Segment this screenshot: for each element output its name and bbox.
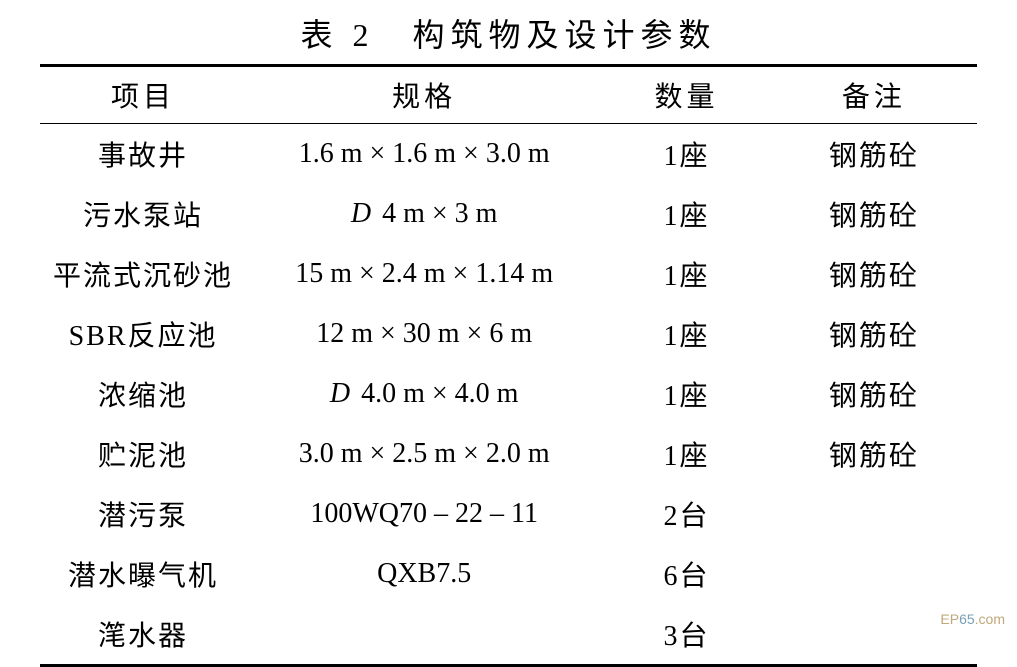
cell-spec: 1.6 m × 1.6 m × 3.0 m <box>246 124 602 185</box>
cell-qty: 1座 <box>602 124 771 185</box>
cell-qty: 1座 <box>602 424 771 484</box>
col-header-qty: 数量 <box>602 66 771 124</box>
table-header-row: 项目 规格 数量 备注 <box>40 66 977 124</box>
cell-qty: 6台 <box>602 544 771 604</box>
cell-item: SBR反应池 <box>40 304 246 364</box>
cell-spec: 3.0 m × 2.5 m × 2.0 m <box>246 424 602 484</box>
cell-note: 钢筋砼 <box>771 424 977 484</box>
col-header-spec: 规格 <box>246 66 602 124</box>
table-row: 事故井 1.6 m × 1.6 m × 3.0 m 1座钢筋砼 <box>40 124 977 185</box>
cell-item: 潜污泵 <box>40 484 246 544</box>
cell-note <box>771 544 977 604</box>
table-row: 贮泥池 3.0 m × 2.5 m × 2.0 m 1座钢筋砼 <box>40 424 977 484</box>
table-body: 事故井1.6 m × 1.6 m × 3.0 m1座钢筋砼污水泵站D 4 m ×… <box>40 124 977 666</box>
watermark-part-3: .com <box>975 611 1005 627</box>
cell-qty: 1座 <box>602 244 771 304</box>
spec-text: 12 m × 30 m × 6 m <box>316 318 532 349</box>
cell-qty: 1座 <box>602 364 771 424</box>
diameter-symbol: D <box>351 198 382 229</box>
cell-note <box>771 484 977 544</box>
cell-spec: QXB7.5 <box>246 544 602 604</box>
cell-qty: 2台 <box>602 484 771 544</box>
spec-text: 4.0 m × 4.0 m <box>361 378 518 409</box>
spec-text: 3.0 m × 2.5 m × 2.0 m <box>299 438 550 469</box>
spec-text: 4 m × 3 m <box>382 198 497 229</box>
cell-item: 事故井 <box>40 124 246 185</box>
table-row: 污水泵站D 4 m × 3 m1座钢筋砼 <box>40 184 977 244</box>
cell-item: 贮泥池 <box>40 424 246 484</box>
cell-qty: 1座 <box>602 304 771 364</box>
spec-text: 100WQ70 – 22 – 11 <box>310 498 538 529</box>
table-row: 浓缩池D 4.0 m × 4.0 m1座钢筋砼 <box>40 364 977 424</box>
cell-note: 钢筋砼 <box>771 304 977 364</box>
cell-item: 平流式沉砂池 <box>40 244 246 304</box>
col-header-note: 备注 <box>771 66 977 124</box>
cell-qty: 1座 <box>602 184 771 244</box>
cell-spec: D 4 m × 3 m <box>246 184 602 244</box>
table-row: 潜水曝气机 QXB7.5 6台 <box>40 544 977 604</box>
watermark-part-2: 65 <box>959 611 975 627</box>
cell-spec: 100WQ70 – 22 – 11 <box>246 484 602 544</box>
watermark: EP65.com <box>940 611 1005 627</box>
cell-spec: D 4.0 m × 4.0 m <box>246 364 602 424</box>
cell-item: 浓缩池 <box>40 364 246 424</box>
cell-spec: 15 m × 2.4 m × 1.14 m <box>246 244 602 304</box>
parameters-table: 项目 规格 数量 备注 事故井1.6 m × 1.6 m × 3.0 m1座钢筋… <box>40 64 977 667</box>
cell-note: 钢筋砼 <box>771 184 977 244</box>
watermark-part-1: EP <box>940 611 959 627</box>
table-row: SBR反应池 12 m × 30 m × 6 m 1座钢筋砼 <box>40 304 977 364</box>
cell-spec: 12 m × 30 m × 6 m <box>246 304 602 364</box>
spec-text: QXB7.5 <box>377 558 471 589</box>
spec-text: 1.6 m × 1.6 m × 3.0 m <box>299 138 550 169</box>
cell-note: 钢筋砼 <box>771 364 977 424</box>
diameter-symbol: D <box>330 378 361 409</box>
col-header-item: 项目 <box>40 66 246 124</box>
spec-text: 15 m × 2.4 m × 1.14 m <box>295 258 553 289</box>
cell-item: 潜水曝气机 <box>40 544 246 604</box>
table-row: 潜污泵 100WQ70 – 22 – 11 2台 <box>40 484 977 544</box>
cell-note: 钢筋砼 <box>771 124 977 185</box>
cell-note: 钢筋砼 <box>771 244 977 304</box>
cell-item: 污水泵站 <box>40 184 246 244</box>
table-caption: 表 2 构筑物及设计参数 <box>40 10 977 56</box>
table-row: 平流式沉砂池 15 m × 2.4 m × 1.14 m 1座钢筋砼 <box>40 244 977 304</box>
